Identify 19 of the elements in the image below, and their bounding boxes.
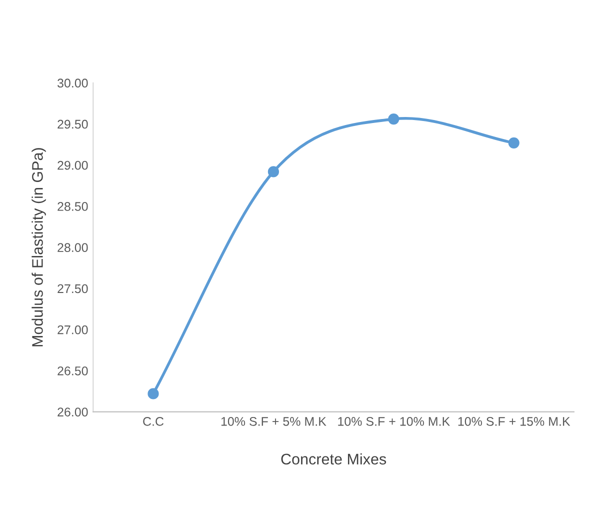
point xyxy=(388,114,400,125)
x-tick-label: C.C xyxy=(143,417,164,426)
x-tick-label: 10% S.F + 10% M.K xyxy=(338,417,450,426)
y-tick-label: 28.00 xyxy=(58,243,88,252)
y-tick-label: 30.00 xyxy=(57,78,88,88)
y-tick-label: 29.00 xyxy=(58,160,88,170)
y-axis-title: Modulus of Elasticity (in GPa) xyxy=(32,148,46,346)
x-axis-title: Concrete Mixes xyxy=(281,453,386,465)
y-tick-label: 27.50 xyxy=(58,284,88,294)
point xyxy=(148,388,159,400)
y-tick-label: 27.00 xyxy=(58,325,88,334)
y-tick-label: 28.50 xyxy=(58,202,88,211)
x-tick-label: 10% S.F + 15% M.K xyxy=(458,417,570,426)
point xyxy=(508,137,520,148)
y-tick-label: 29.50 xyxy=(58,120,88,129)
y-tick-label: 26.00 xyxy=(58,408,88,416)
point xyxy=(268,166,280,178)
y-tick-label: 26.50 xyxy=(58,366,88,376)
x-tick-label: 10% S.F + 5% M.K xyxy=(221,417,326,426)
